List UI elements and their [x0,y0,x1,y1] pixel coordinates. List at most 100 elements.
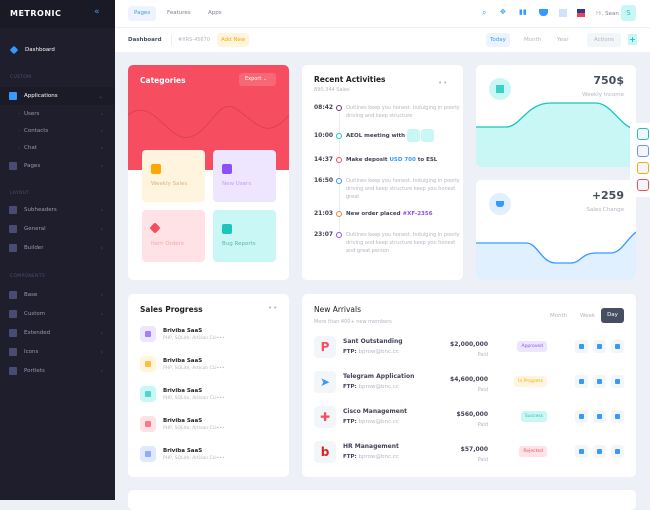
nav-pages[interactable]: Pages [128,6,157,21]
view-button[interactable] [575,445,588,458]
add-file-icon[interactable]: + [628,34,637,45]
period-month[interactable]: Month [524,37,542,43]
chat-icon[interactable] [637,179,649,191]
avatar[interactable]: S [621,5,636,21]
tile-weekly-sales[interactable]: Weekly Sales [142,150,205,202]
trash-icon [615,379,620,384]
sidebar-item-contacts[interactable]: - Contacts › [0,122,115,140]
row-amount: $57,000 [460,446,488,453]
row-name[interactable]: Cisco Management [343,408,407,415]
nav-features[interactable]: Features [167,10,191,16]
sidebar-item-chat[interactable]: - Chat › [0,139,115,157]
project-icon [140,386,156,402]
tile-bug-reports[interactable]: Bug Reports [213,210,276,262]
sidebar-item-icons[interactable]: Icons › [0,343,115,361]
sidebar-item-pages[interactable]: Pages › [0,157,115,175]
more-icon[interactable]: •• [438,79,449,87]
sidebar-item-label: Builder [24,245,44,251]
chevron-right-icon: › [100,127,103,135]
apps-icon [9,92,17,100]
tab-day[interactable]: Day [601,308,624,323]
sales-change-card: +259 Sales Change [476,180,636,280]
row-name[interactable]: Sant Outstanding [343,338,403,345]
sidebar-item-general[interactable]: General › [0,220,115,238]
delete-button[interactable] [611,340,624,353]
ftp-value: bprow@bnc.cc [358,349,399,355]
edit-button[interactable] [593,445,606,458]
activity-text: New order placed [346,211,403,217]
sales-progress-item[interactable]: Briviba SaaS PHP, SQLite, Artisan CLI••• [140,326,289,346]
layers-icon[interactable] [637,128,649,140]
edit-button[interactable] [593,410,606,423]
section-layout: LAYOUT [10,191,30,196]
section-custom: CUSTOM [10,75,32,80]
table-row: P Sant Outstanding FTP: bprow@bnc.cc $2,000… [314,336,634,360]
categories-title: Categories [140,76,186,85]
sidebar-item-applications[interactable]: Applications ⌄ [0,87,115,105]
tile-item-orders[interactable]: Item Orders [142,210,205,262]
avatar[interactable] [406,129,420,142]
sidebar-item-label: Contacts [24,128,49,134]
extended-icon [9,329,17,337]
delete-button[interactable] [611,410,624,423]
settings-icon[interactable] [637,145,649,157]
sidebar-item-custom[interactable]: Custom › [0,305,115,323]
actions-button[interactable]: Actions [587,33,621,47]
ftp-label: FTP: [343,419,357,425]
categories-card: Categories Export ⌄ Weekly Sales New Use… [128,65,289,280]
delete-button[interactable] [611,375,624,388]
stat-label: Sales Change [586,207,624,213]
tab-week[interactable]: Week [580,313,596,319]
flag-us-icon[interactable] [577,9,585,17]
sales-progress-item[interactable]: Briviba SaaS PHP, SQLite, Artisan CLI••• [140,416,289,436]
tile-label: Item Orders [151,241,184,247]
period-year[interactable]: Year [557,37,569,43]
view-button[interactable] [575,410,588,423]
ftp-value: bprow@bnc.cc [358,384,399,390]
sidebar-item-portlets[interactable]: Portlets › [0,362,115,380]
delete-button[interactable] [611,445,624,458]
edit-button[interactable] [593,375,606,388]
edit-button[interactable] [593,340,606,353]
layers-icon[interactable]: ✥ [500,8,506,16]
table-row: ➤ Telegram Application FTP: bprow@bnc.cc $4… [314,371,634,395]
view-button[interactable] [575,375,588,388]
sidebar-item-users[interactable]: - Users › [0,105,115,123]
sales-progress-item[interactable]: Briviba SaaS PHP, SQLite, Artisan CLI••• [140,356,289,376]
activity-highlight[interactable]: #XF-2356 [402,211,433,217]
activity-highlight[interactable]: USD 700 [389,157,416,163]
tab-month[interactable]: Month [550,313,568,319]
search-icon[interactable]: ⌕ [482,8,487,17]
send-icon[interactable] [637,162,649,174]
add-new-button[interactable]: Add New [217,33,250,47]
avatar[interactable] [421,129,435,142]
activity-time: 14:37 [314,156,334,163]
period-today[interactable]: Today [486,33,510,47]
grid-icon[interactable] [559,9,567,17]
view-button[interactable] [575,340,588,353]
export-button[interactable]: Export ⌄ [239,73,276,86]
timeline-dot-icon [336,157,342,163]
more-icon[interactable]: •• [268,304,279,312]
table-row: ✚ Cisco Management FTP: bprow@bnc.cc $560,0… [314,406,634,430]
section-components: COMPONENTS [10,274,46,279]
nav-apps[interactable]: Apps [208,10,222,16]
row-name[interactable]: HR Management [343,443,399,450]
status-badge: Approved [517,341,547,352]
sidebar-item-extended[interactable]: Extended › [0,324,115,342]
basket-icon[interactable] [539,9,548,16]
app-logo-icon: ✚ [314,406,336,428]
sidebar-item-base[interactable]: Base › [0,286,115,304]
sidebar-item-dashboard[interactable]: Dashboard [0,41,115,59]
sidebar-item-label: Extended [24,330,51,336]
sidebar-item-subheaders[interactable]: Subheaders › [0,201,115,219]
subheaders-icon [9,206,17,214]
sales-progress-item[interactable]: Briviba SaaS PHP, SQLite, Artisan CLI••• [140,446,289,466]
activity-time: 10:00 [314,132,334,139]
sidebar-item-builder[interactable]: Builder › [0,239,115,257]
chart-icon[interactable]: ▮▮ [519,8,527,16]
sales-progress-item[interactable]: Briviba SaaS PHP, SQLite, Artisan CLI••• [140,386,289,406]
row-name[interactable]: Telegram Application [343,373,415,380]
tile-new-users[interactable]: New Users [213,150,276,202]
sidebar-toggle-icon[interactable]: « [94,7,100,17]
